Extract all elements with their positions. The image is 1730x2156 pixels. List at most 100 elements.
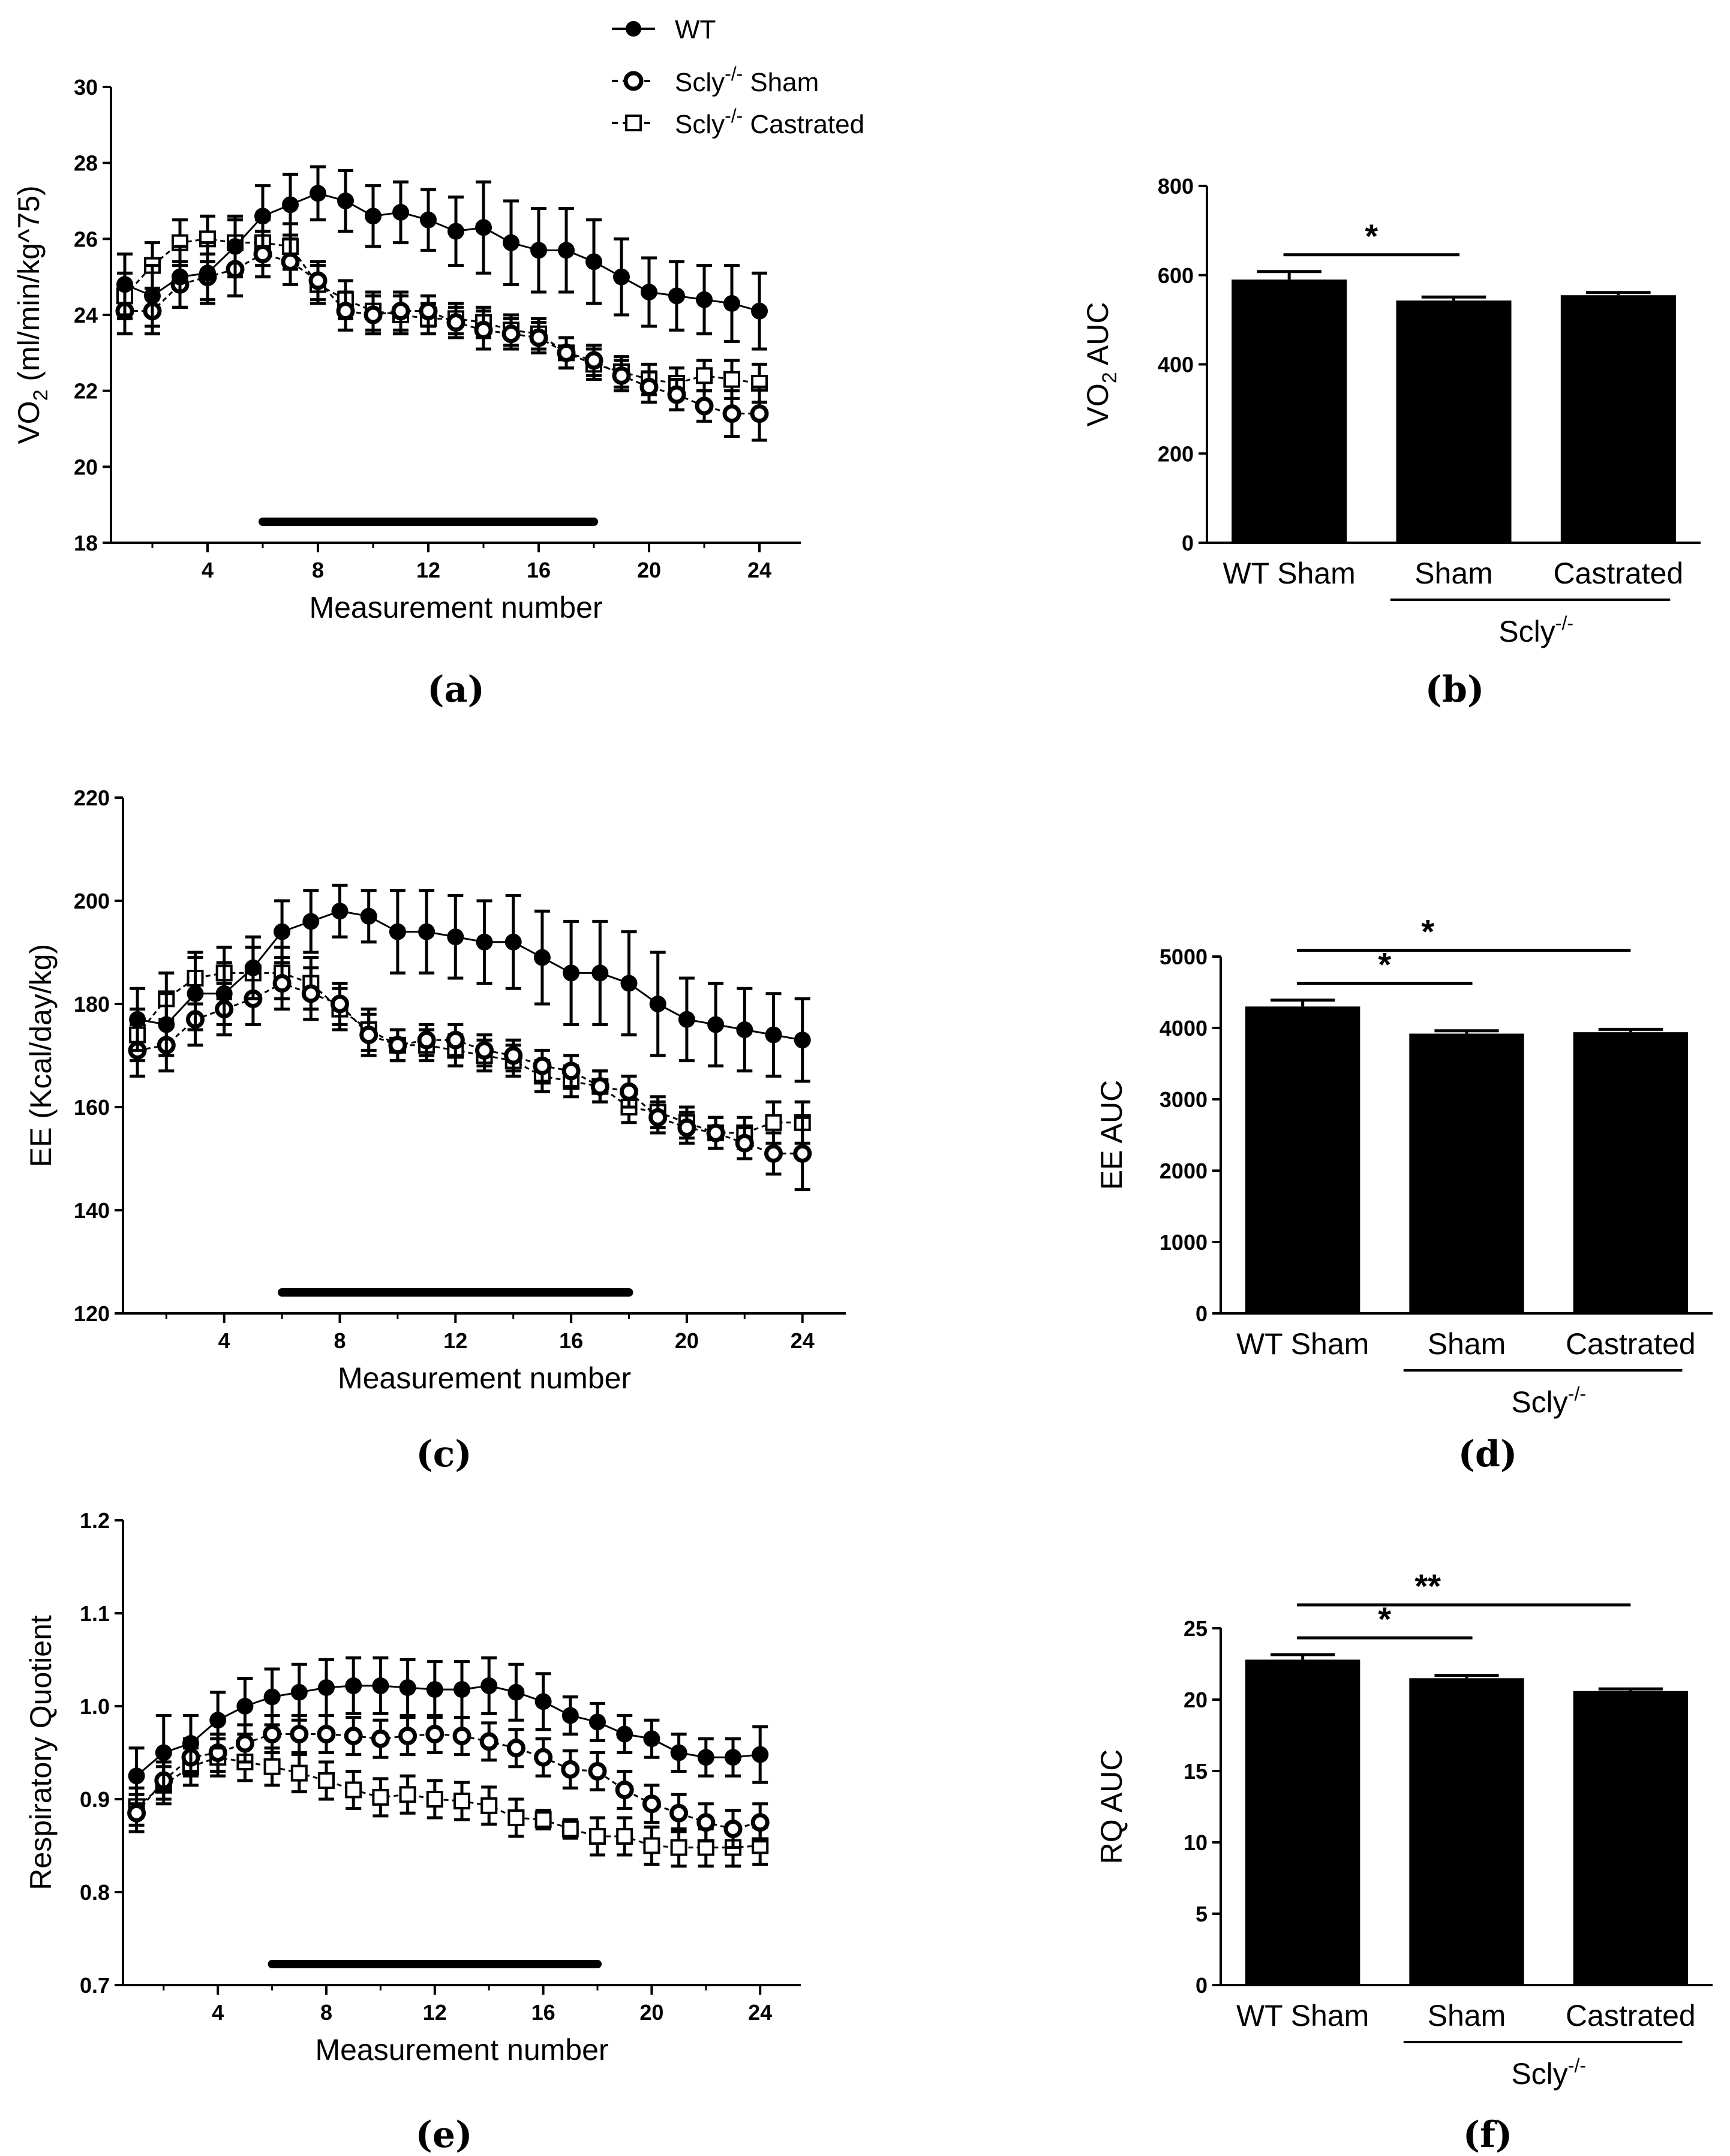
y-axis-label: EE AUC [1095,1080,1128,1190]
data-point [199,264,216,282]
y-tick-label: 30 [74,75,98,100]
legend-sham-marker [623,71,644,91]
data-point [426,1681,443,1698]
y-tick-label: 0 [1196,1301,1208,1326]
data-point [591,964,609,982]
data-point [318,1679,335,1696]
series-line [136,1756,761,1849]
x-tick-label: 12 [416,558,440,582]
x-tick-label: 20 [675,1328,699,1353]
data-point [504,1046,523,1065]
data-point [534,1748,553,1767]
panel-label: (d) [1458,1433,1518,1475]
y-tick-label: 600 [1158,263,1194,288]
data-point [612,366,631,385]
y-axis-label: Respiratory Quotient [24,1615,58,1890]
data-point [793,1144,812,1163]
x-tick-label: 8 [334,1328,346,1353]
y-tick-label: 22 [74,379,98,404]
y-tick-label: 120 [74,1301,110,1326]
data-point [336,302,355,321]
x-tick-label: 4 [212,2000,224,2025]
data-point [764,1144,783,1163]
data-point [530,242,547,259]
data-point [244,959,262,976]
y-axis-label-text: Respiratory Quotient [24,1615,58,1890]
data-point [557,343,576,362]
data-point [696,1813,716,1832]
panel-a: 18 20 22 24 26 28 30 4 8 12 16 20 24 Measurement numb… [12,75,801,711]
data-point [669,1803,689,1823]
data-point [584,351,603,370]
y-axis-label-rest: (ml/min/kg^75) [12,185,46,389]
data-point [707,1016,725,1033]
group-label-text: Scly [1511,1385,1567,1419]
data-point [290,1683,308,1701]
category-label: Castrated [1566,1327,1696,1361]
data-point [648,1108,668,1127]
data-point [670,1839,687,1856]
data-point [667,385,686,404]
data-point [752,1746,769,1763]
series-filled-circle [128,1656,769,1806]
y-axis-label-text: RQ AUC [1095,1749,1128,1865]
series-line [124,192,760,312]
y-tick-label: 1.2 [80,1508,110,1533]
series-line [136,972,803,1134]
data-point [253,245,272,264]
category-label: Castrated [1553,557,1683,590]
group-label-sup: -/- [1555,612,1573,634]
data-point [750,404,769,423]
data-point [620,975,638,992]
data-point [706,1123,725,1142]
data-point [129,1011,146,1028]
x-tick-label: 4 [218,1328,230,1353]
y-tick-label: 0 [1196,1973,1208,1998]
panel-label: (e) [416,2114,473,2156]
y-tick-label: 5 [1196,1902,1208,1926]
data-point [388,1036,407,1055]
data-point [589,1713,606,1731]
x-tick-label: 8 [320,2000,332,2025]
bar [1409,1678,1524,1985]
data-point [765,1114,782,1131]
data-point [331,903,349,920]
data-point [534,1811,552,1829]
y-tick-label: 0.7 [80,1973,110,1998]
y-tick-label: 140 [74,1198,110,1223]
x-tick-label: 12 [443,1328,467,1353]
data-point [331,994,349,1014]
panel-label: (b) [1425,669,1485,711]
data-point [290,1725,309,1743]
panel-label: (f) [1463,2114,1513,2156]
data-point [613,268,630,285]
legend-sham-label: Scly-/- Sham [675,63,819,97]
data-point [678,1011,695,1028]
data-point [359,1026,379,1045]
y-tick-label: 200 [74,889,110,913]
data-point [723,295,740,312]
data-point [696,291,713,308]
data-point [533,1056,552,1075]
data-point [389,923,406,940]
data-point [372,1788,389,1806]
data-point [590,1077,609,1096]
data-point [474,320,493,339]
category-label: WT Sham [1236,1327,1369,1361]
data-point [475,219,492,236]
data-point [254,208,271,225]
data-point [476,933,493,951]
data-point [668,287,685,305]
y-axis-label-sub: 2 [1098,372,1121,383]
x-tick-label: 20 [637,558,661,582]
category-label: Sham [1428,1999,1506,2032]
data-point [503,234,519,251]
data-point [507,1683,525,1701]
data-point [561,1707,579,1724]
data-point [345,1677,362,1694]
data-point [425,1725,444,1743]
category-label: WT Sham [1223,557,1355,590]
data-point [263,1758,281,1775]
series-line [136,1685,761,1777]
data-point [501,324,521,344]
